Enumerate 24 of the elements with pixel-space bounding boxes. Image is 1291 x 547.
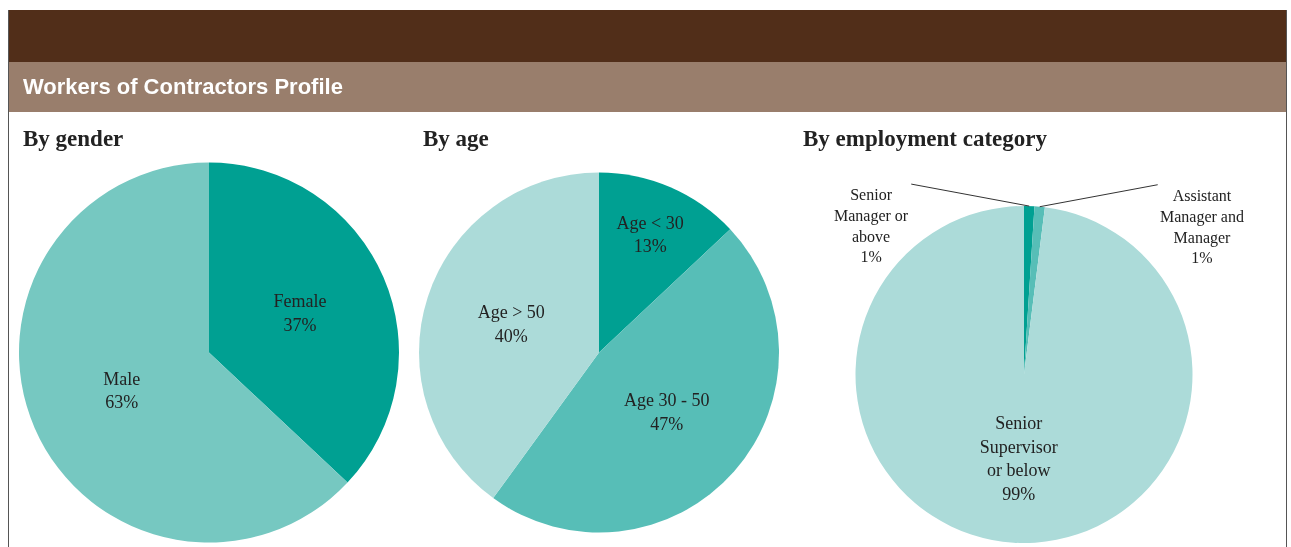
data-label: 37% bbox=[283, 314, 317, 335]
pie-slice bbox=[419, 172, 599, 499]
data-label: 40% bbox=[494, 325, 528, 346]
data-label: 13% bbox=[633, 235, 667, 256]
slice-label: Male bbox=[103, 368, 141, 389]
text: Workers of Contractors Profile bbox=[9, 62, 1286, 112]
pie-slice bbox=[599, 172, 731, 353]
data-label: 1% bbox=[860, 248, 882, 266]
data-label: 99% bbox=[1002, 483, 1036, 504]
pie-slice bbox=[19, 162, 348, 543]
data-label: 1% bbox=[1191, 249, 1213, 267]
chart-title: By age bbox=[423, 126, 489, 152]
slice-label: Age > 50 bbox=[477, 302, 545, 323]
slice-label: Senior Manager or above bbox=[834, 186, 909, 245]
slice-label: Senior Supervisor or below bbox=[979, 413, 1058, 481]
chart-title: By gender bbox=[23, 126, 124, 152]
chart-title: By employment category bbox=[803, 126, 1047, 152]
slice-label: Female bbox=[273, 291, 327, 312]
pie-slice bbox=[209, 162, 399, 483]
slice-label: Age < 30 bbox=[616, 212, 684, 233]
data-label: 47% bbox=[650, 413, 684, 434]
data-label: 63% bbox=[105, 391, 139, 412]
slice-label: Age 30 - 50 bbox=[623, 390, 710, 411]
slice-label: Assistant Manager and Manager bbox=[1160, 187, 1244, 247]
